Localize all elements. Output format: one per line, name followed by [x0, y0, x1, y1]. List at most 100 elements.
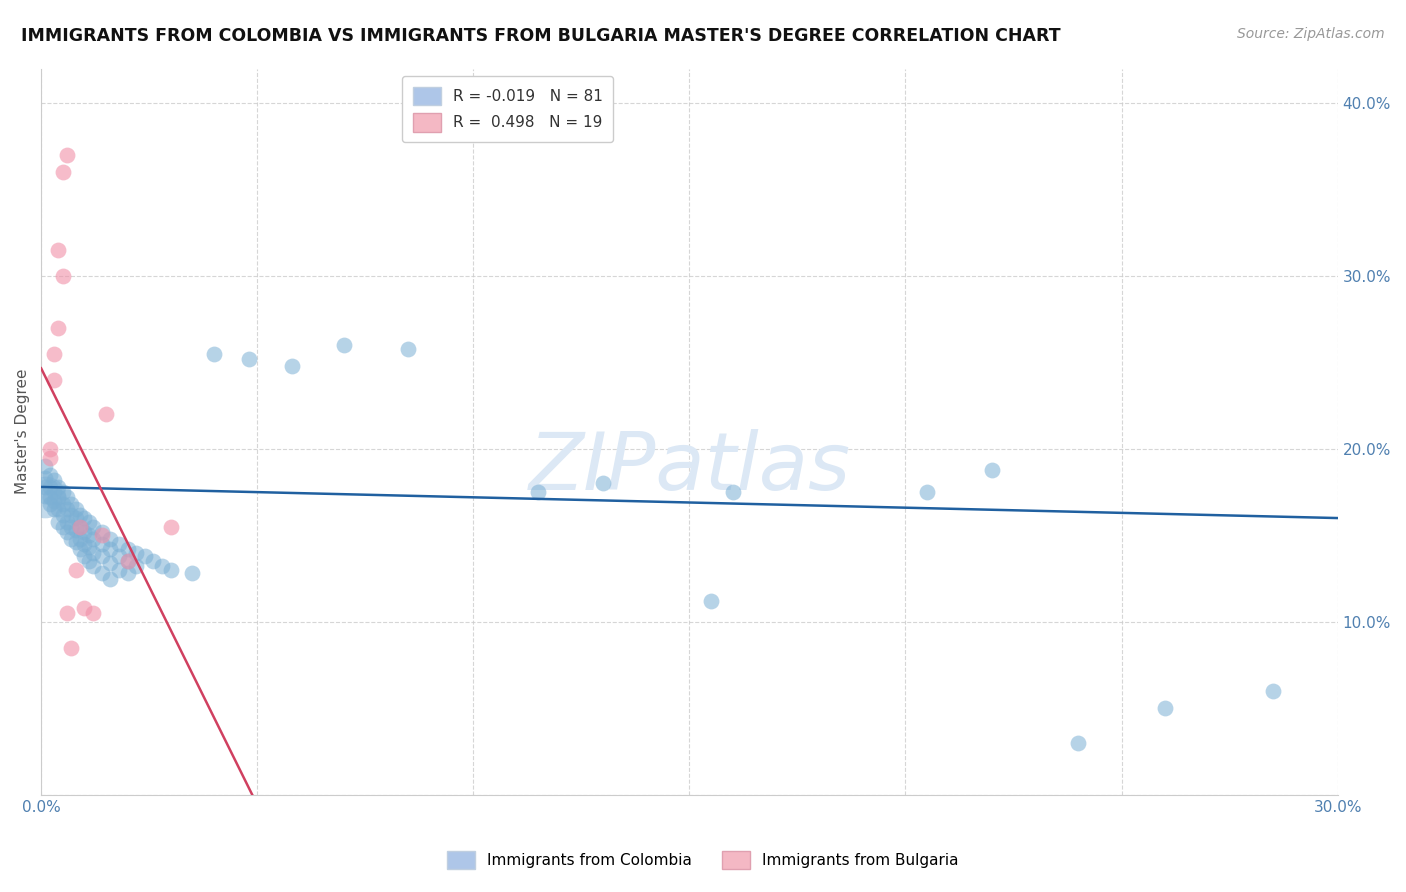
Point	[77, 515, 100, 529]
Point	[52, 497, 75, 511]
Point	[34, 471, 56, 485]
Point	[150, 559, 173, 574]
Point	[117, 542, 139, 557]
Point	[65, 535, 87, 549]
Point	[38, 491, 60, 505]
Point	[42, 485, 65, 500]
Point	[117, 554, 139, 568]
Y-axis label: Master's Degree: Master's Degree	[15, 369, 30, 494]
Point	[34, 489, 56, 503]
Point	[721, 485, 744, 500]
Point	[73, 524, 96, 539]
Point	[42, 373, 65, 387]
Point	[52, 485, 75, 500]
Point	[69, 508, 91, 522]
Point	[700, 594, 723, 608]
Point	[73, 549, 96, 563]
Point	[65, 511, 87, 525]
Point	[98, 572, 121, 586]
Point	[60, 519, 83, 533]
Point	[48, 491, 70, 505]
Legend: Immigrants from Colombia, Immigrants from Bulgaria: Immigrants from Colombia, Immigrants fro…	[441, 845, 965, 875]
Point	[94, 407, 117, 421]
Point	[134, 549, 156, 563]
Point	[56, 502, 79, 516]
Point	[65, 502, 87, 516]
Point	[77, 554, 100, 568]
Point	[90, 549, 112, 563]
Point	[142, 554, 165, 568]
Point	[108, 537, 131, 551]
Point	[73, 511, 96, 525]
Point	[48, 243, 70, 257]
Point	[42, 502, 65, 516]
Point	[159, 519, 181, 533]
Point	[281, 359, 304, 373]
Point	[90, 528, 112, 542]
Point	[527, 485, 550, 500]
Point	[108, 563, 131, 577]
Point	[69, 519, 91, 533]
Text: Source: ZipAtlas.com: Source: ZipAtlas.com	[1237, 27, 1385, 41]
Point	[60, 508, 83, 522]
Point	[202, 347, 225, 361]
Point	[34, 480, 56, 494]
Point	[48, 502, 70, 516]
Point	[56, 148, 79, 162]
Point	[980, 463, 1002, 477]
Point	[332, 338, 354, 352]
Point	[69, 542, 91, 557]
Point	[90, 537, 112, 551]
Text: ZIPatlas: ZIPatlas	[529, 429, 851, 507]
Point	[98, 532, 121, 546]
Point	[159, 563, 181, 577]
Point	[73, 601, 96, 615]
Point	[1153, 701, 1175, 715]
Point	[48, 515, 70, 529]
Point	[117, 566, 139, 581]
Point	[38, 450, 60, 465]
Point	[38, 480, 60, 494]
Point	[60, 640, 83, 655]
Point	[42, 473, 65, 487]
Point	[42, 493, 65, 508]
Point	[90, 566, 112, 581]
Point	[915, 485, 938, 500]
Point	[48, 480, 70, 494]
Point	[592, 476, 614, 491]
Point	[38, 497, 60, 511]
Point	[82, 559, 104, 574]
Point	[238, 351, 260, 366]
Point	[38, 467, 60, 482]
Point	[82, 546, 104, 560]
Point	[125, 546, 148, 560]
Point	[125, 559, 148, 574]
Point	[108, 549, 131, 563]
Point	[73, 537, 96, 551]
Point	[82, 519, 104, 533]
Point	[34, 459, 56, 474]
Point	[34, 491, 56, 505]
Point	[52, 268, 75, 283]
Point	[398, 342, 420, 356]
Point	[60, 532, 83, 546]
Point	[60, 497, 83, 511]
Point	[38, 442, 60, 456]
Point	[56, 606, 79, 620]
Point	[77, 541, 100, 555]
Point	[98, 556, 121, 570]
Legend: R = -0.019   N = 81, R =  0.498   N = 19: R = -0.019 N = 81, R = 0.498 N = 19	[402, 76, 613, 143]
Point	[69, 532, 91, 546]
Point	[52, 519, 75, 533]
Point	[42, 347, 65, 361]
Point	[65, 563, 87, 577]
Point	[69, 519, 91, 533]
Point	[98, 542, 121, 557]
Point	[52, 508, 75, 522]
Point	[181, 566, 204, 581]
Point	[48, 321, 70, 335]
Point	[65, 523, 87, 537]
Point	[52, 165, 75, 179]
Point	[56, 491, 79, 505]
Point	[1261, 684, 1284, 698]
